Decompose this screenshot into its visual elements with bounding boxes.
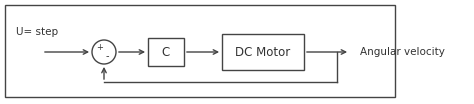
Text: +: + [96,43,103,52]
Bar [148,38,184,66]
Text: U= step: U= step [16,27,58,37]
Text: Angular velocity: Angular velocity [360,47,445,57]
Text: DC Motor: DC Motor [236,46,291,58]
Bar [5,5,395,97]
Text: -: - [106,51,109,61]
Bar [222,34,304,70]
Text: C: C [162,46,170,58]
